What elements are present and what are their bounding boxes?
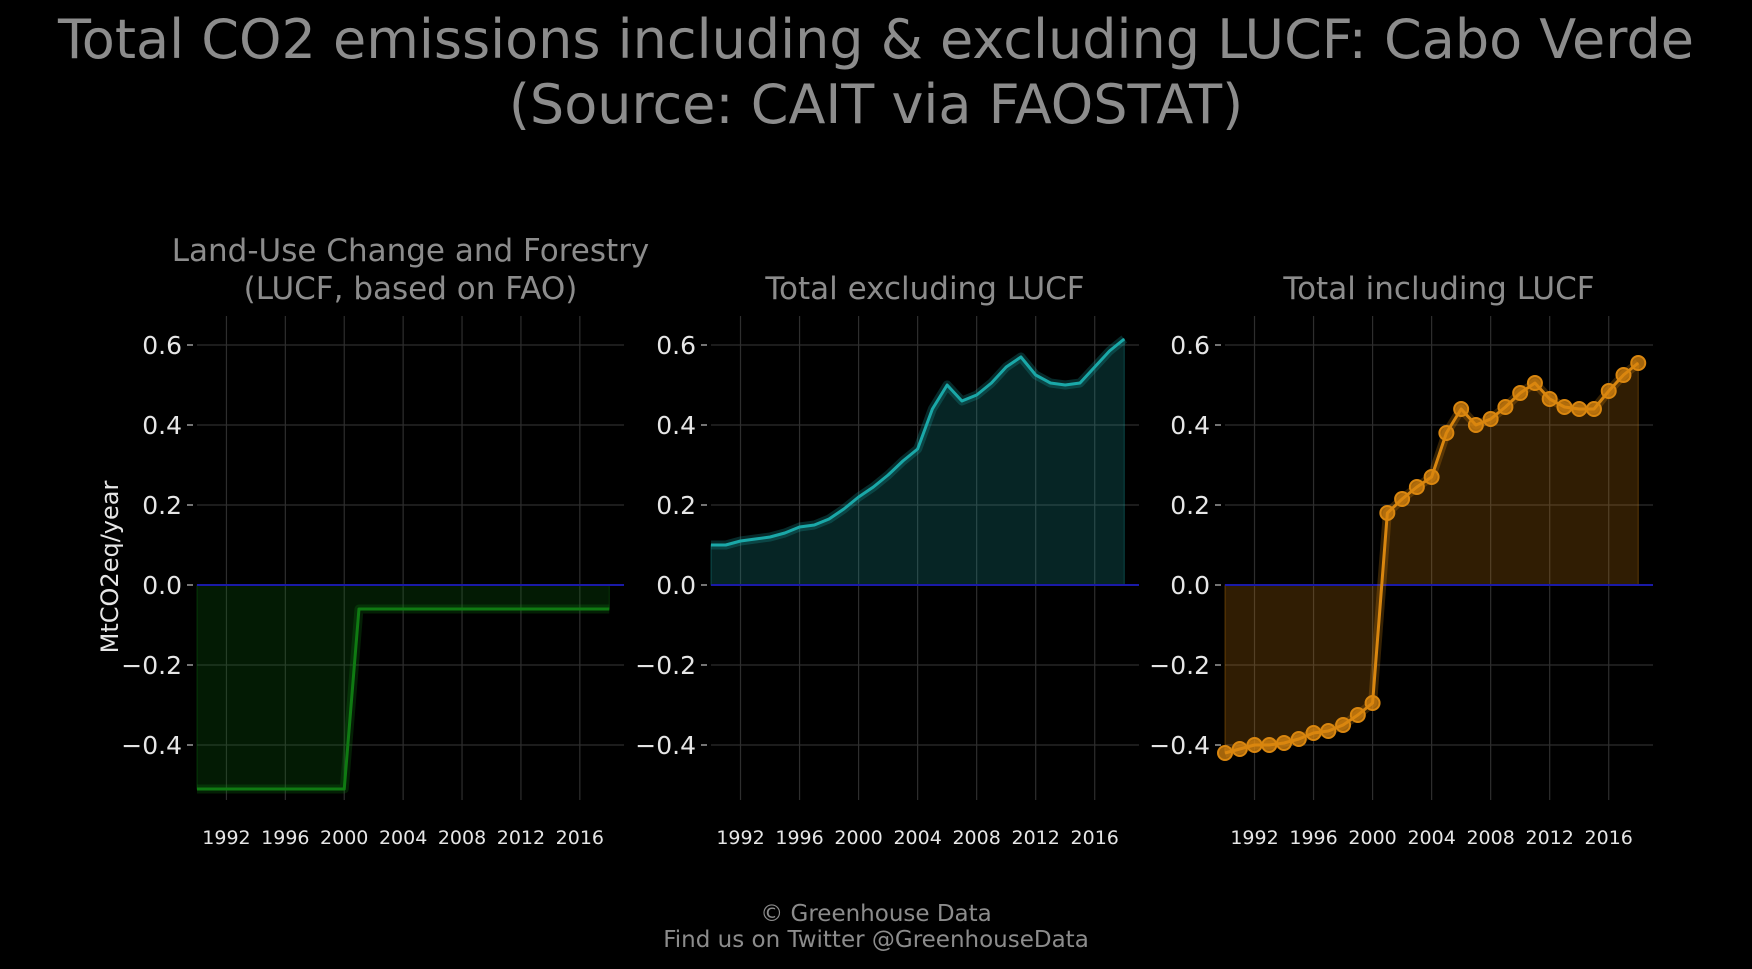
x-tick-label: 2008 [952,827,1000,849]
data-point [1585,401,1602,417]
panel-title: (LUCF, based on FAO) [244,271,578,307]
x-tick-label: 1996 [775,827,823,849]
x-tick-label: 2008 [1466,827,1514,849]
series-line [711,337,1126,547]
data-point [1364,695,1381,711]
data-point [1408,479,1425,495]
series-line [197,607,610,791]
panel-2: 0.6 0.4 0.2 0.0 −0.2 −0.4 1992 1996 2000 2004 2008… [635,271,1139,849]
data-point [1290,731,1307,747]
data-point [1217,745,1233,761]
y-tick-label: −0.4 [121,731,182,760]
data-point [1467,417,1484,433]
data-point [1423,469,1440,485]
x-tick-label: 1992 [202,827,250,849]
x-tick-label: 2004 [893,827,941,849]
data-point [1246,737,1263,753]
data-point [1276,735,1293,751]
data-point [1600,383,1617,399]
y-tick-label: 0.6 [1170,331,1210,360]
x-tick-label: 1992 [716,827,764,849]
data-point [1615,367,1632,383]
data-point [1482,411,1499,427]
y-tick-label: 0.4 [656,411,696,440]
chart-title-line-2: (Source: CAIT via FAOSTAT) [509,73,1243,136]
y-tick-label: −0.2 [121,651,182,680]
y-tick-label: 0.2 [656,491,696,520]
data-point [1541,391,1558,407]
data-point [1394,491,1411,507]
panel-3: 0.6 0.4 0.2 0.0 −0.2 −0.4 1992 1996 2000 2004 2008… [1149,271,1653,849]
y-tick-label: 0.4 [142,411,182,440]
data-point [1335,717,1352,733]
y-tick-label: −0.4 [1149,731,1210,760]
footer-copyright: © Greenhouse Data [760,901,992,927]
y-tick-label: 0.2 [142,491,182,520]
y-tick-label: 0.6 [656,331,696,360]
x-tick-label: 2016 [1585,827,1633,849]
x-tick-label: 2000 [320,827,368,849]
y-tick-label: 0.0 [142,571,182,600]
y-tick-label: 0.0 [656,571,696,600]
y-tick-label: 0.2 [1170,491,1210,520]
x-tick-label: 1992 [1230,827,1278,849]
y-tick-label: 0.0 [1170,571,1210,600]
x-tick-label: 2008 [438,827,486,849]
data-point [1512,385,1529,401]
data-point [1571,401,1588,417]
x-tick-label: 2004 [1407,827,1455,849]
footer-twitter: Find us on Twitter @GreenhouseData [663,927,1089,953]
y-tick-label: −0.2 [1149,651,1210,680]
x-tick-label: 2012 [497,827,545,849]
panel-title: Land-Use Change and Forestry [172,233,650,269]
y-tick-label: 0.6 [142,331,182,360]
panel-title: Total excluding LUCF [764,271,1084,307]
x-tick-label: 2012 [1526,827,1574,849]
x-tick-label: 1996 [261,827,309,849]
chart-title-line-1: Total CO2 emissions including & excludin… [57,8,1694,71]
x-tick-label: 1996 [1289,827,1337,849]
data-point [1556,399,1573,415]
panel-title: Total including LUCF [1282,271,1594,307]
data-point [1453,401,1470,417]
y-tick-label: 0.4 [1170,411,1210,440]
data-point [1305,725,1322,741]
panel-1: 0.6 0.4 0.2 0.0 −0.2 −0.4 1992 1996 2000 2004 2008… [96,233,649,849]
x-tick-label: 2000 [1348,827,1396,849]
y-tick-label: −0.2 [635,651,696,680]
data-point [1438,425,1455,441]
y-axis-label: MtCO2eq/year [96,481,124,654]
x-tick-label: 2000 [834,827,882,849]
data-point [1497,399,1514,415]
y-tick-label: −0.4 [635,731,696,760]
data-point [1630,355,1647,371]
x-tick-label: 2004 [379,827,427,849]
x-tick-label: 2012 [1012,827,1060,849]
x-tick-label: 2016 [1071,827,1119,849]
data-point [1231,741,1248,757]
data-point [1526,375,1543,391]
data-point [1320,723,1337,739]
data-point [1261,737,1278,753]
chart-panels: 0.6 0.4 0.2 0.0 −0.2 −0.4 1992 1996 2000 2004 2008… [96,233,1653,849]
x-tick-label: 2016 [556,827,604,849]
data-point [1379,505,1396,521]
data-point [1349,707,1366,723]
